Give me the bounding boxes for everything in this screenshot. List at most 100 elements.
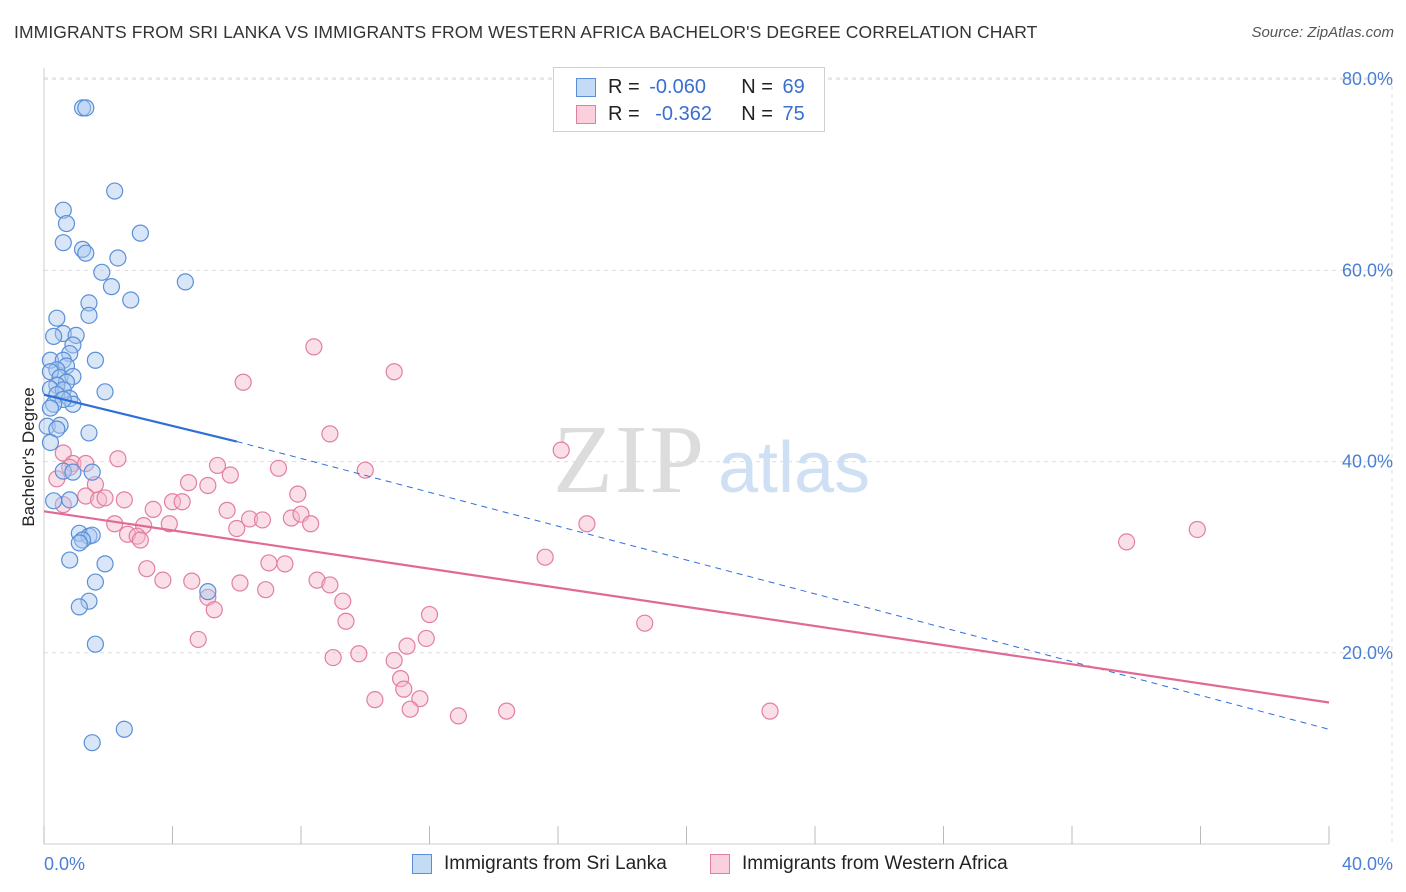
correlation-legend: R = -0.060 N = 69 R = -0.362 N = 75 (553, 67, 825, 132)
pink-point-36 (183, 572, 201, 590)
pink-point-38 (205, 601, 223, 619)
pink-point-68 (498, 702, 516, 720)
blue-point-13 (80, 294, 98, 312)
pink-point-5 (109, 450, 127, 468)
blue-point-64 (83, 734, 101, 752)
pink-point-56 (420, 605, 439, 624)
pink-point-62 (391, 670, 410, 688)
pink-point-59 (324, 648, 342, 667)
blue-point-5 (131, 224, 149, 242)
blue-point-23 (86, 351, 105, 369)
pink-point-52 (385, 363, 403, 381)
blue-point-1 (77, 99, 95, 117)
blue-series-points (38, 99, 217, 752)
blue-point-53 (83, 526, 101, 544)
pink-point-29 (269, 459, 288, 477)
y-axis-label: Bachelor's Degree (19, 387, 38, 526)
legend-swatch-blue (576, 77, 596, 97)
pink-point-33 (302, 515, 320, 533)
pink-point-8 (90, 491, 108, 509)
blue-point-12 (102, 278, 121, 296)
pink-point-10 (115, 491, 133, 509)
blue-point-57 (96, 555, 114, 573)
bottom-legend-swatch-pink (710, 854, 730, 874)
blue-point-54 (73, 531, 92, 549)
blue-point-41 (38, 417, 56, 435)
blue-point-2 (106, 182, 124, 200)
y-tick-label-20: 20.0% (1342, 643, 1393, 663)
blue-point-17 (54, 324, 72, 343)
pink-point-42 (276, 555, 294, 573)
pink-point-60 (350, 645, 368, 663)
pink-trend-line (43, 510, 1330, 704)
pink-point-43 (308, 571, 326, 589)
blue-point-8 (77, 244, 95, 262)
pink-point-15 (160, 515, 178, 533)
pink-point-69 (636, 614, 654, 632)
y-tick-label-60: 60.0% (1342, 260, 1393, 280)
y-tick-label-40: 40.0% (1342, 452, 1393, 472)
blue-point-19 (67, 326, 85, 345)
watermark: ZIP atlas (553, 406, 870, 514)
blue-point-4 (57, 214, 76, 233)
blue-point-56 (61, 551, 79, 569)
blue-trend-line (43, 393, 238, 443)
pink-point-41 (260, 554, 278, 572)
pink-point-34 (138, 560, 156, 578)
pink-point-39 (231, 574, 249, 592)
watermark-atlas: atlas (718, 428, 870, 508)
pink-point-17 (173, 493, 191, 511)
blue-point-16 (48, 309, 66, 327)
blue-point-50 (45, 492, 63, 510)
blue-point-18 (45, 327, 63, 345)
pink-point-70 (761, 702, 779, 720)
blue-point-62 (86, 635, 105, 653)
x-tick-label-min: 0.0% (44, 854, 85, 874)
blue-point-44 (80, 424, 98, 442)
pink-point-55 (536, 548, 554, 566)
legend-row-western-africa: R = -0.362 N = 75 (576, 101, 805, 127)
bottom-legend-label-2: Immigrants from Western Africa (742, 853, 1008, 874)
legend-swatch-pink (576, 104, 596, 124)
legend-n-label-1: N = (741, 75, 773, 98)
blue-point-48 (83, 463, 101, 481)
pink-point-9 (96, 489, 114, 507)
bottom-legend-western-africa: Immigrants from Western Africa (710, 851, 1008, 877)
blue-point-47 (64, 463, 82, 481)
pink-point-1 (54, 444, 72, 462)
blue-point-10 (93, 263, 111, 281)
pink-point-24 (221, 466, 239, 484)
blue-point-11 (176, 273, 194, 291)
pink-point-40 (257, 581, 275, 599)
pink-point-46 (337, 612, 355, 630)
blue-point-58 (86, 573, 105, 591)
blue-point-55 (70, 534, 88, 552)
legend-r-label-2: R = (608, 102, 640, 125)
pink-point-67 (449, 707, 468, 725)
trend-lines (43, 393, 1330, 730)
legend-row-sri-lanka: R = -0.060 N = 69 (576, 74, 805, 100)
blue-point-61 (70, 598, 88, 616)
legend-n-label-2: N = (741, 102, 773, 125)
watermark-zip: ZIP (553, 406, 706, 514)
pink-point-35 (154, 571, 172, 589)
blue-point-9 (109, 249, 127, 267)
blue-point-49 (61, 491, 79, 509)
x-tick-label-max: 40.0% (1342, 854, 1393, 874)
blue-point-45 (41, 433, 60, 452)
pink-point-53 (552, 441, 570, 459)
blue-point-3 (54, 201, 72, 219)
source-label: Source: ZipAtlas.com (1251, 24, 1394, 41)
pink-point-72 (1188, 520, 1206, 539)
pink-point-20 (131, 531, 149, 549)
pink-point-57 (417, 629, 435, 648)
pink-point-28 (228, 519, 246, 538)
pink-point-49 (305, 338, 323, 356)
blue-point-29 (64, 367, 82, 386)
pink-point-51 (356, 461, 374, 479)
bottom-legend-sri-lanka: Immigrants from Sri Lanka (412, 851, 667, 877)
pink-point-12 (144, 500, 162, 518)
pink-point-26 (241, 510, 259, 528)
pink-point-58 (398, 637, 416, 655)
